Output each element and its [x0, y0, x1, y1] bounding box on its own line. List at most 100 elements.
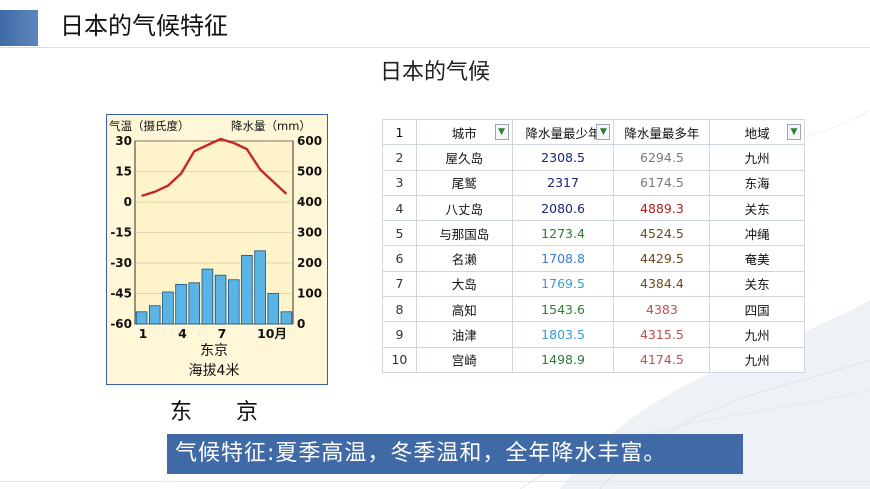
row-number: 7	[382, 270, 417, 298]
region-cell: 四国	[709, 296, 805, 323]
min-precip-cell: 1769.5	[511, 270, 615, 298]
right-tick-label: 500	[297, 165, 322, 179]
column-header: 降水量最多年	[613, 118, 711, 146]
max-precip-cell: 4315.5	[613, 321, 711, 348]
left-tick-label: 30	[115, 134, 132, 148]
precipitation-bar	[201, 268, 214, 325]
max-precip-cell: 4889.3	[613, 194, 711, 222]
city-cell: 八丈岛	[415, 194, 513, 222]
region-cell: 九州	[709, 346, 805, 373]
city-cell: 大岛	[415, 270, 513, 298]
precipitation-bar	[280, 311, 293, 325]
right-axis-label: 降水量（mm）	[231, 119, 311, 133]
left-axis-label: 气温（摄氏度）	[109, 119, 190, 133]
x-tick-label: 7	[218, 326, 227, 341]
filter-dropdown-icon[interactable]: ▼	[596, 123, 611, 140]
slide-title: 日本的气候	[379, 60, 490, 85]
city-cell: 宫崎	[415, 346, 513, 373]
city-cell: 屋久岛	[415, 144, 513, 171]
min-precip-cell: 1498.9	[511, 346, 615, 373]
table-row: 3 尾鹫 2317 6174.5 东海	[382, 169, 805, 196]
row-number: 4	[382, 194, 417, 222]
precipitation-bar	[148, 305, 161, 325]
precipitation-bar	[188, 282, 201, 325]
min-precip-cell: 1803.5	[511, 321, 615, 348]
city-cell: 与那国岛	[415, 220, 513, 247]
region-cell: 九州	[709, 321, 805, 348]
x-tick-label: 4	[178, 326, 187, 341]
min-precip-cell: 2308.5	[511, 144, 615, 171]
column-header: 降水量最少年 ▼	[511, 118, 615, 146]
filter-dropdown-icon[interactable]: ▼	[494, 123, 509, 140]
precipitation-bar	[241, 254, 253, 325]
precipitation-table: 1 城市 ▼ 降水量最少年 ▼ 降水量最多年 地域 ▼ 2 屋久岛 2308.5 6294.5 九州 3 尾…	[382, 118, 805, 373]
row-number: 2	[382, 144, 417, 171]
table-row: 5 与那国岛 1273.4 4524.5 冲绳	[382, 220, 805, 247]
header-title: 日本的气候特征	[60, 12, 228, 40]
max-precip-cell: 4429.5	[613, 245, 711, 272]
max-precip-cell: 4384.4	[613, 270, 711, 298]
left-tick-label: 0	[124, 195, 132, 209]
region-cell: 冲绳	[709, 220, 805, 247]
precipitation-table-grid: 1 城市 ▼ 降水量最少年 ▼ 降水量最多年 地域 ▼ 2 屋久岛 2308.5 6294.5 九州 3 尾…	[382, 118, 805, 373]
right-tick-label: 600	[297, 134, 322, 148]
left-tick-label: -30	[110, 256, 132, 270]
max-precip-cell: 6294.5	[613, 144, 711, 171]
precipitation-bar	[227, 279, 240, 325]
table-row: 4 八丈岛 2080.6 4889.3 关东	[382, 194, 805, 222]
left-tick-label: -45	[110, 287, 132, 301]
precipitation-bar	[214, 274, 227, 325]
climate-summary-banner: 气候特征:夏季高温，冬季温和，全年降水丰富。	[167, 434, 743, 474]
min-precip-cell: 2317	[511, 169, 615, 196]
x-tick-label: 1	[139, 326, 148, 341]
table-row: 7 大岛 1769.5 4384.4 关东	[382, 270, 805, 298]
table-header-row: 1 城市 ▼ 降水量最少年 ▼ 降水量最多年 地域 ▼	[382, 118, 805, 146]
min-precip-cell: 1273.4	[511, 220, 615, 247]
max-precip-cell: 6174.5	[613, 169, 711, 196]
city-cell: 油津	[415, 321, 513, 348]
left-tick-label: -60	[110, 317, 132, 331]
precipitation-bar	[162, 291, 174, 325]
station-name: 东京	[200, 343, 228, 359]
right-tick-label: 0	[297, 317, 305, 331]
right-tick-label: 100	[297, 287, 322, 301]
max-precip-cell: 4383	[613, 296, 711, 323]
table-row: 10 宫崎 1498.9 4174.5 九州	[382, 346, 805, 373]
row-number: 5	[382, 220, 417, 247]
city-cell: 名濑	[415, 245, 513, 272]
row-number: 3	[382, 169, 417, 196]
table-row: 8 高知 1543.6 4383 四国	[382, 296, 805, 323]
precipitation-bar	[254, 250, 266, 325]
column-header: 地域 ▼	[709, 118, 805, 146]
header-divider	[0, 47, 870, 48]
temperature-line	[141, 137, 288, 198]
climate-chart: 气温（摄氏度） 降水量（mm） 30 15 0 -15 -30 -45 -60 600 500 400…	[106, 114, 328, 385]
chart-caption-left: 东	[170, 400, 195, 425]
table-row: 6 名濑 1708.8 4429.5 奄美	[382, 245, 805, 272]
row-number: 10	[382, 346, 417, 373]
city-cell: 高知	[415, 296, 513, 323]
min-precip-cell: 1708.8	[511, 245, 615, 272]
footer-divider	[0, 481, 870, 482]
row-number: 9	[382, 321, 417, 348]
right-tick-label: 300	[297, 226, 322, 240]
left-tick-label: -15	[110, 226, 132, 240]
filter-dropdown-icon[interactable]: ▼	[787, 123, 801, 140]
row-number: 6	[382, 245, 417, 272]
region-cell: 关东	[709, 270, 805, 298]
right-tick-label: 200	[297, 256, 322, 270]
precipitation-bar	[267, 293, 280, 325]
x-tick-label: 10月	[257, 326, 287, 341]
min-precip-cell: 2080.6	[511, 194, 615, 222]
right-tick-label: 400	[297, 195, 322, 209]
chart-caption: 东 京	[100, 386, 334, 428]
region-cell: 东海	[709, 169, 805, 196]
max-precip-cell: 4524.5	[613, 220, 711, 247]
region-cell: 奄美	[709, 245, 805, 272]
precipitation-bar	[175, 283, 187, 325]
station-altitude: 海拔4米	[189, 363, 240, 379]
table-row: 2 屋久岛 2308.5 6294.5 九州	[382, 144, 805, 171]
table-row: 9 油津 1803.5 4315.5 九州	[382, 321, 805, 348]
climate-chart-svg: 气温（摄氏度） 降水量（mm） 30 15 0 -15 -30 -45 -60 600 500 400…	[109, 119, 322, 379]
city-cell: 尾鹫	[415, 169, 513, 196]
